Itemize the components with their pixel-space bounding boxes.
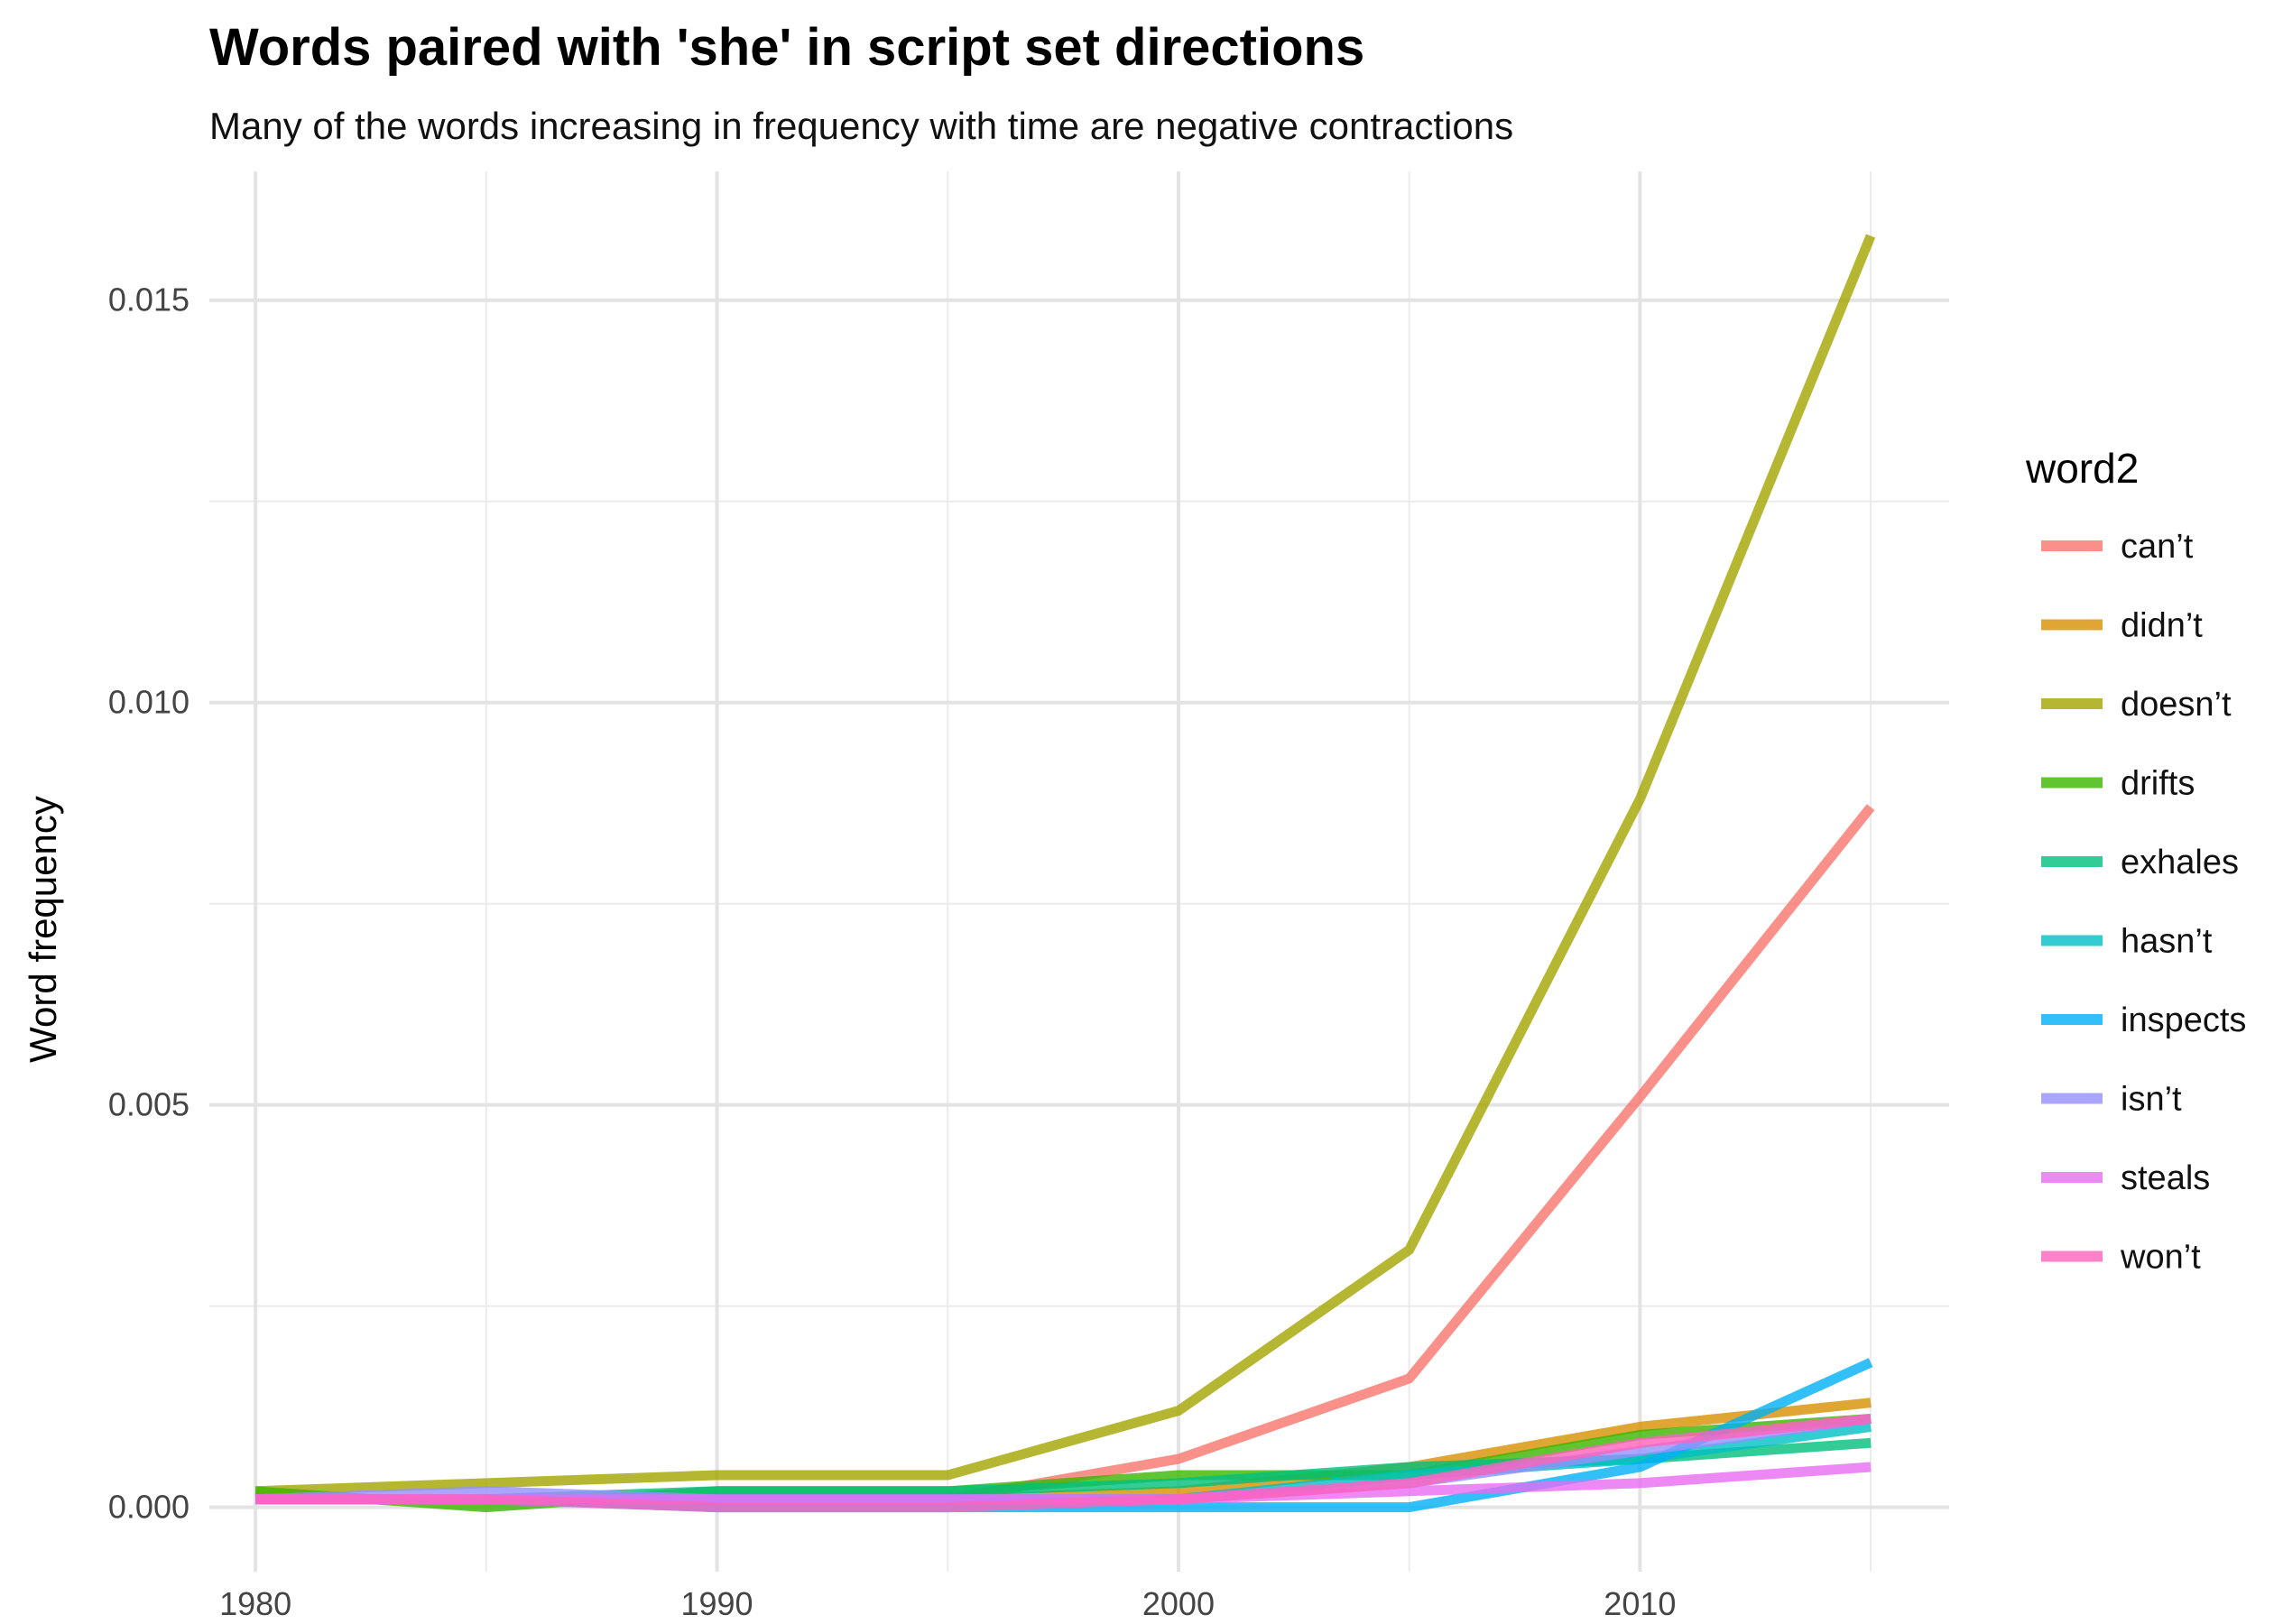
y-tick-label: 0.005 xyxy=(108,1086,190,1123)
legend: can’t didn’t doesn’t drifts exhales hasn’t ins… xyxy=(2041,528,2246,1277)
tick-layer: 1980 1990 2000 2010 0.000 0.005 0.010 0.015 xyxy=(108,281,1676,1622)
grid-layer xyxy=(209,171,1949,1572)
legend-label: drifts xyxy=(2121,765,2195,803)
legend-label: isn’t xyxy=(2121,1081,2182,1119)
series-line xyxy=(254,234,1876,1497)
y-axis-title: Word frequency xyxy=(22,796,64,1063)
legend-label: steals xyxy=(2121,1159,2210,1197)
legend-label: didn’t xyxy=(2121,607,2203,645)
legend-label: inspects xyxy=(2121,1001,2246,1039)
legend-label: exhales xyxy=(2121,844,2239,881)
legend-title: word2 xyxy=(2025,445,2139,492)
series-layer xyxy=(254,234,1876,1513)
x-tick-label: 2010 xyxy=(1604,1585,1676,1622)
y-tick-label: 0.015 xyxy=(108,281,190,318)
chart-title: Words paired with 'she' in script set di… xyxy=(209,18,1364,77)
chart-subtitle: Many of the words increasing in frequenc… xyxy=(209,105,1513,147)
x-tick-label: 1980 xyxy=(219,1585,291,1622)
legend-label: won’t xyxy=(2120,1239,2201,1277)
y-tick-label: 0.000 xyxy=(108,1489,190,1526)
y-tick-label: 0.010 xyxy=(108,684,190,721)
legend-label: hasn’t xyxy=(2121,923,2213,961)
legend-label: doesn’t xyxy=(2121,686,2232,724)
legend-label: can’t xyxy=(2121,528,2194,566)
series-line xyxy=(255,1414,1872,1513)
x-tick-label: 1990 xyxy=(680,1585,753,1622)
x-tick-label: 2000 xyxy=(1142,1585,1215,1622)
series-line xyxy=(255,804,1875,1505)
